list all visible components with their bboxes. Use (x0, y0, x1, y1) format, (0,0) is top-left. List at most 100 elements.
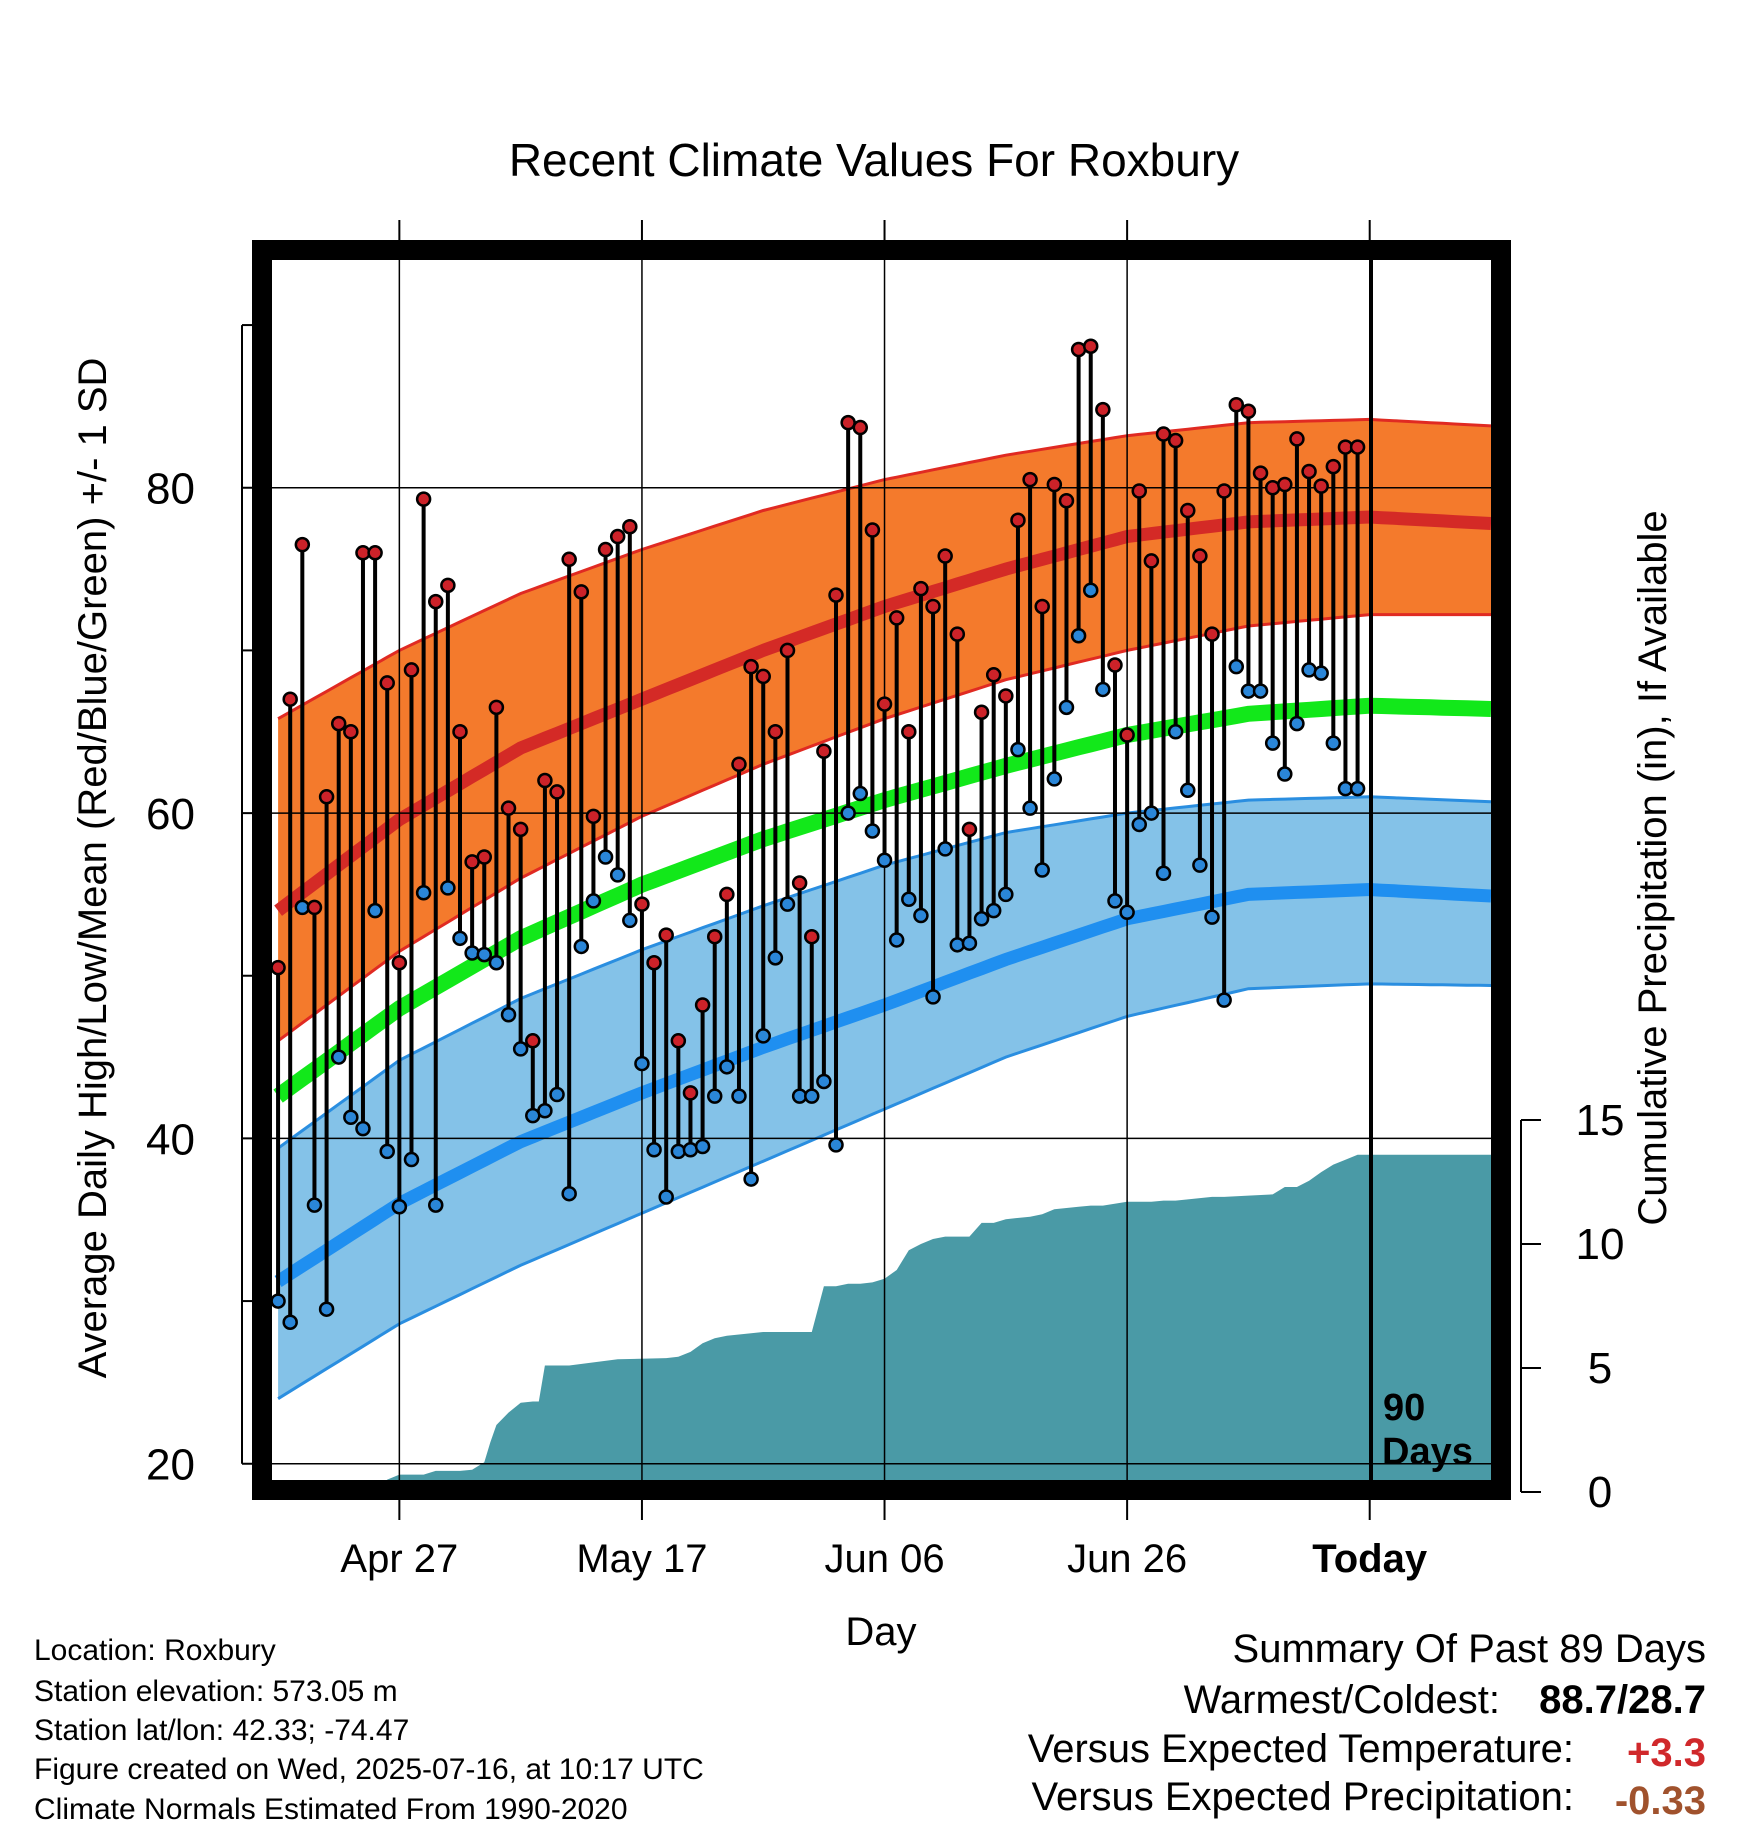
low-point-day-39 (743, 1171, 759, 1187)
high-point-day-89 (1349, 439, 1366, 455)
y-tick-label-20: 20 (146, 1441, 195, 1490)
high-point-day-49 (864, 522, 881, 538)
low-point-day-25 (573, 938, 590, 955)
low-point-day-74 (1167, 723, 1184, 740)
daily-points (270, 338, 1366, 1330)
high-point-day-8 (367, 545, 383, 561)
low-point-day-38 (731, 1088, 747, 1104)
high-point-day-29 (622, 519, 638, 535)
high-point-day-20 (512, 821, 529, 838)
latlon-text: Station lat/lon: 42.33; -74.47 (34, 1714, 409, 1747)
low-point-day-18 (488, 954, 505, 971)
high-point-day-24 (561, 551, 577, 568)
today-label-days: 90 (1383, 1387, 1425, 1429)
high-point-day-57 (961, 821, 978, 838)
high-point-day-77 (1204, 626, 1220, 642)
high-point-day-10 (391, 954, 408, 971)
y2-tick-label-10: 10 (1576, 1220, 1625, 1269)
high-point-day-19 (500, 800, 517, 816)
y-tick-label-80: 80 (146, 465, 195, 514)
low-point-day-20 (512, 1041, 529, 1057)
low-point-day-47 (840, 805, 856, 821)
high-point-day-46 (828, 587, 844, 603)
low-point-day-12 (415, 885, 432, 901)
high-point-day-55 (937, 548, 953, 564)
high-point-day-53 (913, 580, 929, 597)
high-point-day-50 (876, 696, 893, 712)
low-point-day-41 (767, 950, 784, 966)
low-point-day-17 (476, 946, 493, 963)
low-point-day-42 (779, 896, 796, 912)
today-label-days-word: Days (1382, 1431, 1473, 1473)
low-point-day-72 (1143, 805, 1160, 821)
high-point-day-84 (1289, 431, 1305, 447)
high-point-day-62 (1022, 471, 1038, 488)
high-point-day-0 (270, 959, 286, 976)
low-point-day-89 (1349, 780, 1366, 797)
high-point-day-65 (1058, 492, 1075, 509)
elevation-text: Station elevation: 573.05 m (34, 1675, 398, 1708)
low-point-day-37 (719, 1059, 735, 1075)
temp-label: Versus Expected Temperature: (1028, 1727, 1574, 1771)
low-point-day-29 (622, 912, 638, 929)
low-point-day-71 (1131, 816, 1147, 833)
high-point-day-44 (804, 928, 820, 945)
low-point-day-3 (306, 1197, 323, 1213)
high-point-day-18 (488, 699, 505, 716)
high-point-day-30 (634, 896, 650, 912)
low-point-day-23 (549, 1086, 565, 1103)
low-point-day-61 (1010, 741, 1026, 758)
low-point-day-60 (998, 886, 1014, 903)
low-point-day-0 (270, 1293, 286, 1309)
high-point-day-28 (609, 528, 626, 545)
low-point-day-48 (852, 785, 869, 802)
high-point-day-85 (1301, 463, 1317, 480)
low-point-day-6 (343, 1109, 359, 1126)
low-point-day-57 (961, 935, 978, 951)
low-point-day-40 (755, 1028, 771, 1044)
y-tick-label-40: 40 (146, 1115, 195, 1164)
high-point-day-26 (585, 808, 602, 825)
high-point-day-48 (852, 419, 869, 436)
high-point-day-42 (779, 642, 796, 659)
high-point-day-79 (1228, 397, 1245, 413)
high-point-day-61 (1010, 512, 1026, 529)
low-point-day-33 (670, 1143, 687, 1160)
low-point-day-31 (646, 1142, 662, 1158)
low-point-day-59 (985, 902, 1002, 919)
y2-tick-label-15: 15 (1576, 1096, 1625, 1145)
y-axis-right: 0 5 10 15 (1520, 1096, 1625, 1517)
low-point-day-8 (367, 902, 383, 919)
low-point-day-79 (1228, 658, 1245, 675)
y-tick-label-60: 60 (146, 790, 195, 839)
high-point-day-27 (597, 541, 614, 558)
low-point-day-53 (913, 907, 929, 924)
high-point-day-51 (888, 610, 905, 626)
low-point-day-45 (816, 1073, 832, 1090)
precipitation-area (386, 1154, 1491, 1480)
low-point-day-11 (403, 1151, 420, 1168)
low-point-day-44 (804, 1088, 820, 1104)
high-point-day-35 (694, 997, 711, 1013)
low-point-day-76 (1192, 857, 1208, 873)
low-point-day-1 (282, 1314, 298, 1330)
high-point-day-5 (330, 715, 347, 732)
low-point-day-63 (1034, 862, 1050, 878)
high-point-day-78 (1216, 483, 1232, 499)
low-point-day-30 (634, 1055, 650, 1072)
high-point-day-31 (646, 954, 662, 971)
precipitation-fill (386, 1154, 1491, 1480)
high-point-day-25 (573, 584, 590, 600)
warmest-label: Warmest/Coldest: (1184, 1678, 1500, 1722)
low-point-day-77 (1204, 909, 1220, 925)
plot-frame (252, 240, 1511, 1500)
temp-value: +3.3 (1627, 1731, 1706, 1775)
low-point-day-32 (658, 1189, 674, 1205)
high-point-day-13 (427, 593, 444, 610)
high-point-day-32 (658, 927, 674, 943)
high-point-day-86 (1313, 478, 1329, 494)
y2-tick-label-5: 5 (1588, 1344, 1612, 1393)
low-point-day-68 (1095, 681, 1111, 698)
low-point-day-4 (318, 1301, 335, 1317)
low-point-day-81 (1252, 683, 1269, 699)
